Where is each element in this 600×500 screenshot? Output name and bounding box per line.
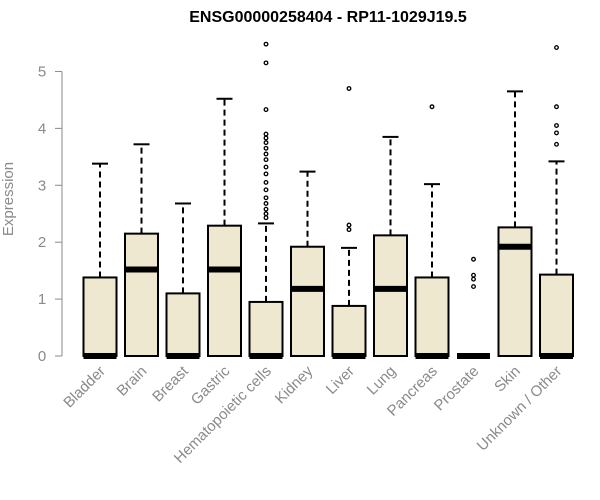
outlier-point [554,104,559,110]
x-tick-label: Breast [149,362,192,405]
chart-title: ENSG00000258404 - RP11-1029J19.5 [189,9,467,26]
box-breast [165,202,201,359]
x-tick-label: Liver [323,363,358,398]
outlier-point [346,227,352,233]
outlier-point [263,135,269,141]
box-body [331,304,367,358]
outlier-point [471,276,476,282]
box-body [290,245,325,357]
y-axis-label: Expression [0,162,17,236]
box-brain [124,143,159,358]
y-tick-label: 5 [38,63,46,80]
outlier-point [263,107,269,113]
box-body [539,273,574,357]
box-body [248,300,284,358]
x-tick-label: Lung [364,363,400,399]
outlier-point [471,256,476,262]
outlier-point [263,201,269,206]
outlier-point [263,195,269,201]
outlier-point [346,86,352,91]
box-body [124,232,159,358]
box-body [414,276,450,357]
outlier-point [263,164,269,170]
box-kidney [290,170,325,357]
box-lung [373,135,408,357]
outlier-point [554,123,559,128]
box-body [165,292,201,357]
box-hematopoietic-cells [248,41,284,359]
boxes [82,41,574,359]
outlier-point [263,171,269,177]
x-tick-label: Prostate [431,363,483,415]
y-tick-label: 1 [38,291,46,308]
outlier-point [263,131,269,137]
y-axis: 0 1 2 3 4 5 [38,63,63,365]
outlier-point [554,141,559,147]
outlier-point [263,60,269,66]
outlier-point [263,157,269,163]
outlier-point [263,179,269,185]
y-tick-label: 2 [38,234,46,251]
outlier-point [554,130,559,136]
outlier-point [429,104,435,110]
outlier-point [263,215,269,221]
outlier-point [263,206,269,212]
box-gastric [207,97,242,357]
outlier-point [263,41,269,47]
outlier-point [263,140,269,146]
box-body [373,234,408,357]
outlier-point [263,211,269,217]
box-bladder [82,162,118,359]
y-tick-label: 3 [38,177,46,194]
box-unknown-other [539,45,574,359]
outlier-point [263,145,269,151]
outlier-point [263,151,269,157]
box-prostate [457,256,490,359]
box-body [207,224,242,357]
outlier-point [471,284,476,290]
outlier-point [263,187,269,193]
x-tick-label: Kidney [272,362,317,407]
y-tick-label: 4 [38,120,46,137]
y-tick-label: 0 [38,348,46,365]
x-tick-label: Brain [114,363,151,400]
x-tick-label: Skin [491,363,524,396]
outlier-point [471,272,476,278]
outlier-point [554,45,559,51]
box-pancreas [414,104,450,359]
box-body [82,276,118,357]
box-skin [497,90,533,357]
box-liver [331,86,367,359]
x-tick-label: Bladder [60,363,109,412]
outlier-point [346,222,352,228]
